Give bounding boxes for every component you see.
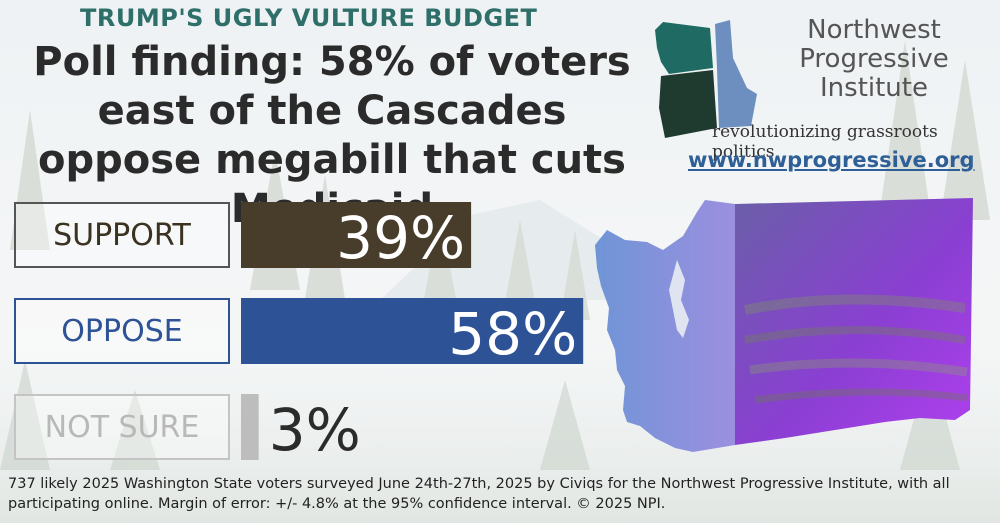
east-washington-region — [735, 198, 973, 445]
puget-sound — [669, 260, 689, 338]
org-tagline: revolutionizing grassroots politics — [712, 122, 938, 162]
org-name-line-3: Institute — [820, 73, 928, 103]
org-name-line-2: Progressive — [799, 44, 949, 74]
headline-lead: Poll finding: — [33, 39, 305, 85]
farmland-texture — [744, 294, 968, 404]
org-name: Northwest Progressive Institute — [758, 16, 990, 103]
west-washington-region — [595, 200, 735, 452]
org-name-line-1: Northwest — [807, 15, 941, 45]
npi-logo-map — [655, 20, 757, 138]
methodology-footnote: 737 likely 2025 Washington State voters … — [8, 476, 950, 512]
headline: Poll finding: 58% of voters east of the … — [22, 38, 642, 234]
org-url-link[interactable]: www.nwprogressive.org — [688, 148, 975, 172]
washington-state-map — [595, 198, 973, 452]
kicker-title: TRUMP'S UGLY VULTURE BUDGET — [80, 4, 538, 32]
